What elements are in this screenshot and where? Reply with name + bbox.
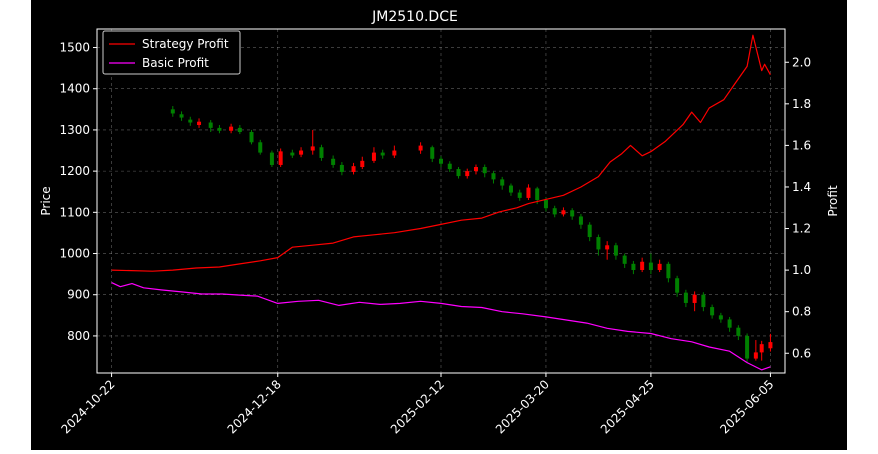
candle-down (188, 119, 193, 123)
candle-down (596, 237, 601, 250)
candle-up (473, 167, 478, 172)
candle-down (517, 192, 522, 198)
candle-down (439, 158, 443, 164)
chart-figure: 2024-10-22 2024-12-18 2025-02-12 2025-03-20… (31, 0, 847, 450)
candle-up (768, 342, 773, 349)
candle-down (339, 164, 344, 172)
candle-down (543, 199, 548, 209)
y-axis-left-label: Price (39, 186, 53, 215)
candle-up (605, 245, 610, 250)
chart-svg: 2024-10-22 2024-12-18 2025-02-12 2025-03-20… (31, 0, 847, 450)
chart-title: JM2510.DCE (371, 9, 458, 25)
candle-down (331, 158, 336, 165)
candle-down (631, 263, 636, 271)
candle-down (535, 188, 540, 200)
candle-up (351, 166, 356, 172)
basic-profit-line (111, 282, 771, 371)
candle-down (727, 319, 732, 328)
candle-down (710, 307, 715, 316)
candle-down (613, 245, 618, 256)
y-left-tick-label: 900 (67, 288, 90, 302)
candle-up (278, 151, 283, 165)
y-left-tick-label: 1500 (59, 41, 90, 55)
legend-box (102, 30, 241, 75)
y-left-tick-label: 1000 (59, 247, 90, 261)
candle-down (508, 185, 513, 193)
y-left-tick-label: 1200 (59, 164, 90, 178)
candle-up (392, 150, 397, 156)
candle-down (258, 142, 263, 153)
y-left-tick-label: 1100 (59, 205, 90, 219)
candle-down (587, 224, 592, 238)
candle-up (759, 344, 764, 353)
candle-down (447, 163, 452, 170)
candle-down (491, 173, 496, 180)
candle-up (692, 294, 697, 303)
candle-up (526, 187, 531, 198)
candle-down (456, 169, 461, 177)
candle-down (578, 216, 583, 225)
candle-down (622, 255, 627, 264)
y-right-tick-label: 2.0 (792, 55, 811, 69)
candle-down (683, 292, 688, 303)
candle-down (237, 127, 242, 132)
candle-down (430, 147, 435, 159)
candle-down (290, 152, 295, 156)
candle-down (179, 114, 184, 118)
candle-up (310, 146, 315, 151)
candle-down (666, 263, 671, 279)
y-right-tick-label: 1.2 (792, 222, 811, 236)
candle-up (561, 210, 566, 215)
strategy-profit-line (111, 34, 771, 272)
candle-down (482, 167, 487, 174)
candle-down (745, 335, 750, 359)
candle-down (380, 152, 385, 156)
y-left-tick-label: 1400 (59, 82, 90, 96)
candle-down (208, 122, 213, 128)
y-right-tick-label: 1.6 (792, 138, 811, 152)
candle-up (657, 263, 662, 271)
candle-up (371, 152, 376, 161)
grid (97, 29, 785, 373)
candle-up (360, 160, 365, 168)
candle-up (299, 150, 304, 155)
candle-up (229, 126, 234, 131)
candle-down (249, 131, 254, 143)
candle-down (675, 278, 680, 293)
y-left-tick-label: 800 (67, 329, 90, 343)
candle-down (718, 315, 723, 320)
y-right-tick-label: 0.6 (792, 346, 811, 360)
candlesticks (170, 106, 773, 363)
y-right-tick-label: 1.0 (792, 263, 811, 277)
y-right-tick-label: 1.8 (792, 97, 811, 111)
candle-down (736, 327, 741, 336)
candle-down (217, 127, 222, 131)
legend-basic-label: Basic Profit (142, 56, 209, 70)
candle-down (500, 179, 505, 186)
candle-down (552, 208, 557, 215)
legend-strategy-label: Strategy Profit (142, 37, 229, 51)
candle-up (197, 121, 202, 125)
candle-down (319, 147, 324, 158)
candle-down (170, 109, 175, 114)
candle-up (418, 145, 423, 151)
profit-lines (111, 34, 771, 371)
y-axis-right-label: Profit (826, 185, 840, 217)
y-right-tick-label: 1.4 (792, 180, 811, 194)
candle-down (570, 210, 575, 217)
candle-down (269, 152, 274, 165)
candle-up (465, 171, 470, 177)
y-left-tick-label: 1300 (59, 123, 90, 137)
candle-up (753, 352, 758, 359)
y-right-tick-label: 0.8 (792, 305, 811, 319)
candle-up (640, 261, 645, 271)
legend: Strategy Profit Basic Profit (102, 30, 241, 75)
candle-down (648, 262, 653, 271)
candle-down (701, 294, 706, 308)
